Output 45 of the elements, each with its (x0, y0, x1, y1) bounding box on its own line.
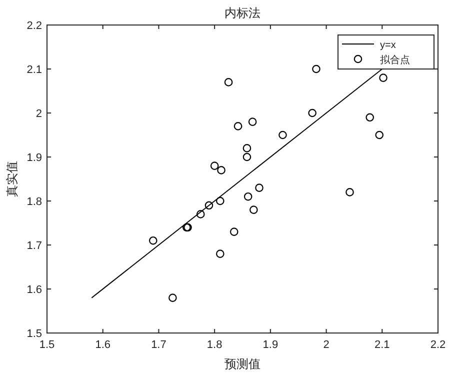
point (224, 78, 233, 86)
point (244, 192, 252, 201)
point (204, 201, 214, 210)
point (248, 118, 257, 126)
x-tick-label: 2.1 (374, 339, 390, 351)
point (379, 74, 388, 82)
y-tick-label: 1.7 (26, 240, 42, 252)
y-tick-label: 1.6 (26, 284, 42, 296)
x-tick-label: 2 (323, 339, 330, 351)
y-tick-label: 2 (36, 108, 42, 120)
x-tick-label: 1.9 (262, 339, 278, 351)
x-tick-label: 1.7 (151, 339, 166, 351)
y-axis-title: 真实值 (5, 161, 19, 197)
legend-label: y=x (380, 40, 396, 51)
point (216, 196, 224, 206)
point (168, 294, 177, 302)
y-tick-label: 1.8 (26, 196, 42, 208)
point (210, 162, 219, 170)
point (217, 166, 226, 174)
point (308, 108, 316, 118)
point (366, 113, 374, 122)
point (255, 184, 264, 192)
point (312, 64, 320, 74)
point (148, 236, 158, 245)
x-tick-label: 1.6 (95, 339, 111, 351)
point (375, 130, 384, 140)
y-tick-label: 2.1 (26, 64, 42, 76)
point (196, 210, 205, 218)
point (242, 152, 252, 162)
y-tick-label: 1.9 (26, 152, 42, 164)
point (216, 250, 224, 258)
point (230, 228, 238, 236)
y-tick-label: 2.2 (26, 20, 42, 32)
chart-title: 内标法 (224, 6, 260, 20)
legend-label: 拟合点 (380, 54, 410, 66)
x-tick-label: 1.8 (206, 339, 222, 351)
x-tick-label: 1.5 (39, 339, 55, 351)
point (242, 144, 252, 152)
y-tick-label: 1.5 (26, 328, 42, 340)
point (278, 130, 287, 140)
point (346, 188, 354, 196)
point (250, 206, 258, 214)
x-axis-title: 预测值 (224, 357, 260, 371)
point (234, 122, 242, 130)
x-tick-label: 2.2 (430, 339, 446, 351)
